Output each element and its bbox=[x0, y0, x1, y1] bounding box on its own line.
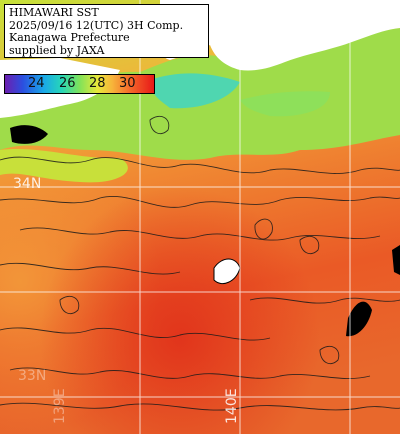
title-date-line: 2025/09/16 12(UTC) 3H Comp. bbox=[9, 18, 184, 32]
legend-label-28: 28 bbox=[89, 76, 106, 91]
color-legend bbox=[4, 74, 155, 94]
title-box: HIMAWARI SST 2025/09/16 12(UTC) 3H Comp.… bbox=[4, 4, 209, 58]
sst-contours bbox=[0, 116, 400, 411]
title-source-line: supplied by JAXA bbox=[9, 43, 105, 57]
lon-label-139e: 139E bbox=[52, 388, 68, 424]
title-region-line: Kanagawa Prefecture bbox=[9, 31, 130, 45]
lat-label-33n: 33N bbox=[18, 368, 47, 384]
land-kanto bbox=[210, 0, 400, 71]
legend-label-30: 30 bbox=[119, 76, 136, 91]
legend-label-24: 24 bbox=[28, 76, 45, 91]
cloud-mask bbox=[10, 125, 48, 144]
lat-label-34n: 34N bbox=[13, 176, 42, 192]
title-line: HIMAWARI SST bbox=[9, 6, 99, 19]
legend-label-26: 26 bbox=[59, 76, 76, 91]
lon-label-140e: 140E bbox=[224, 388, 240, 424]
